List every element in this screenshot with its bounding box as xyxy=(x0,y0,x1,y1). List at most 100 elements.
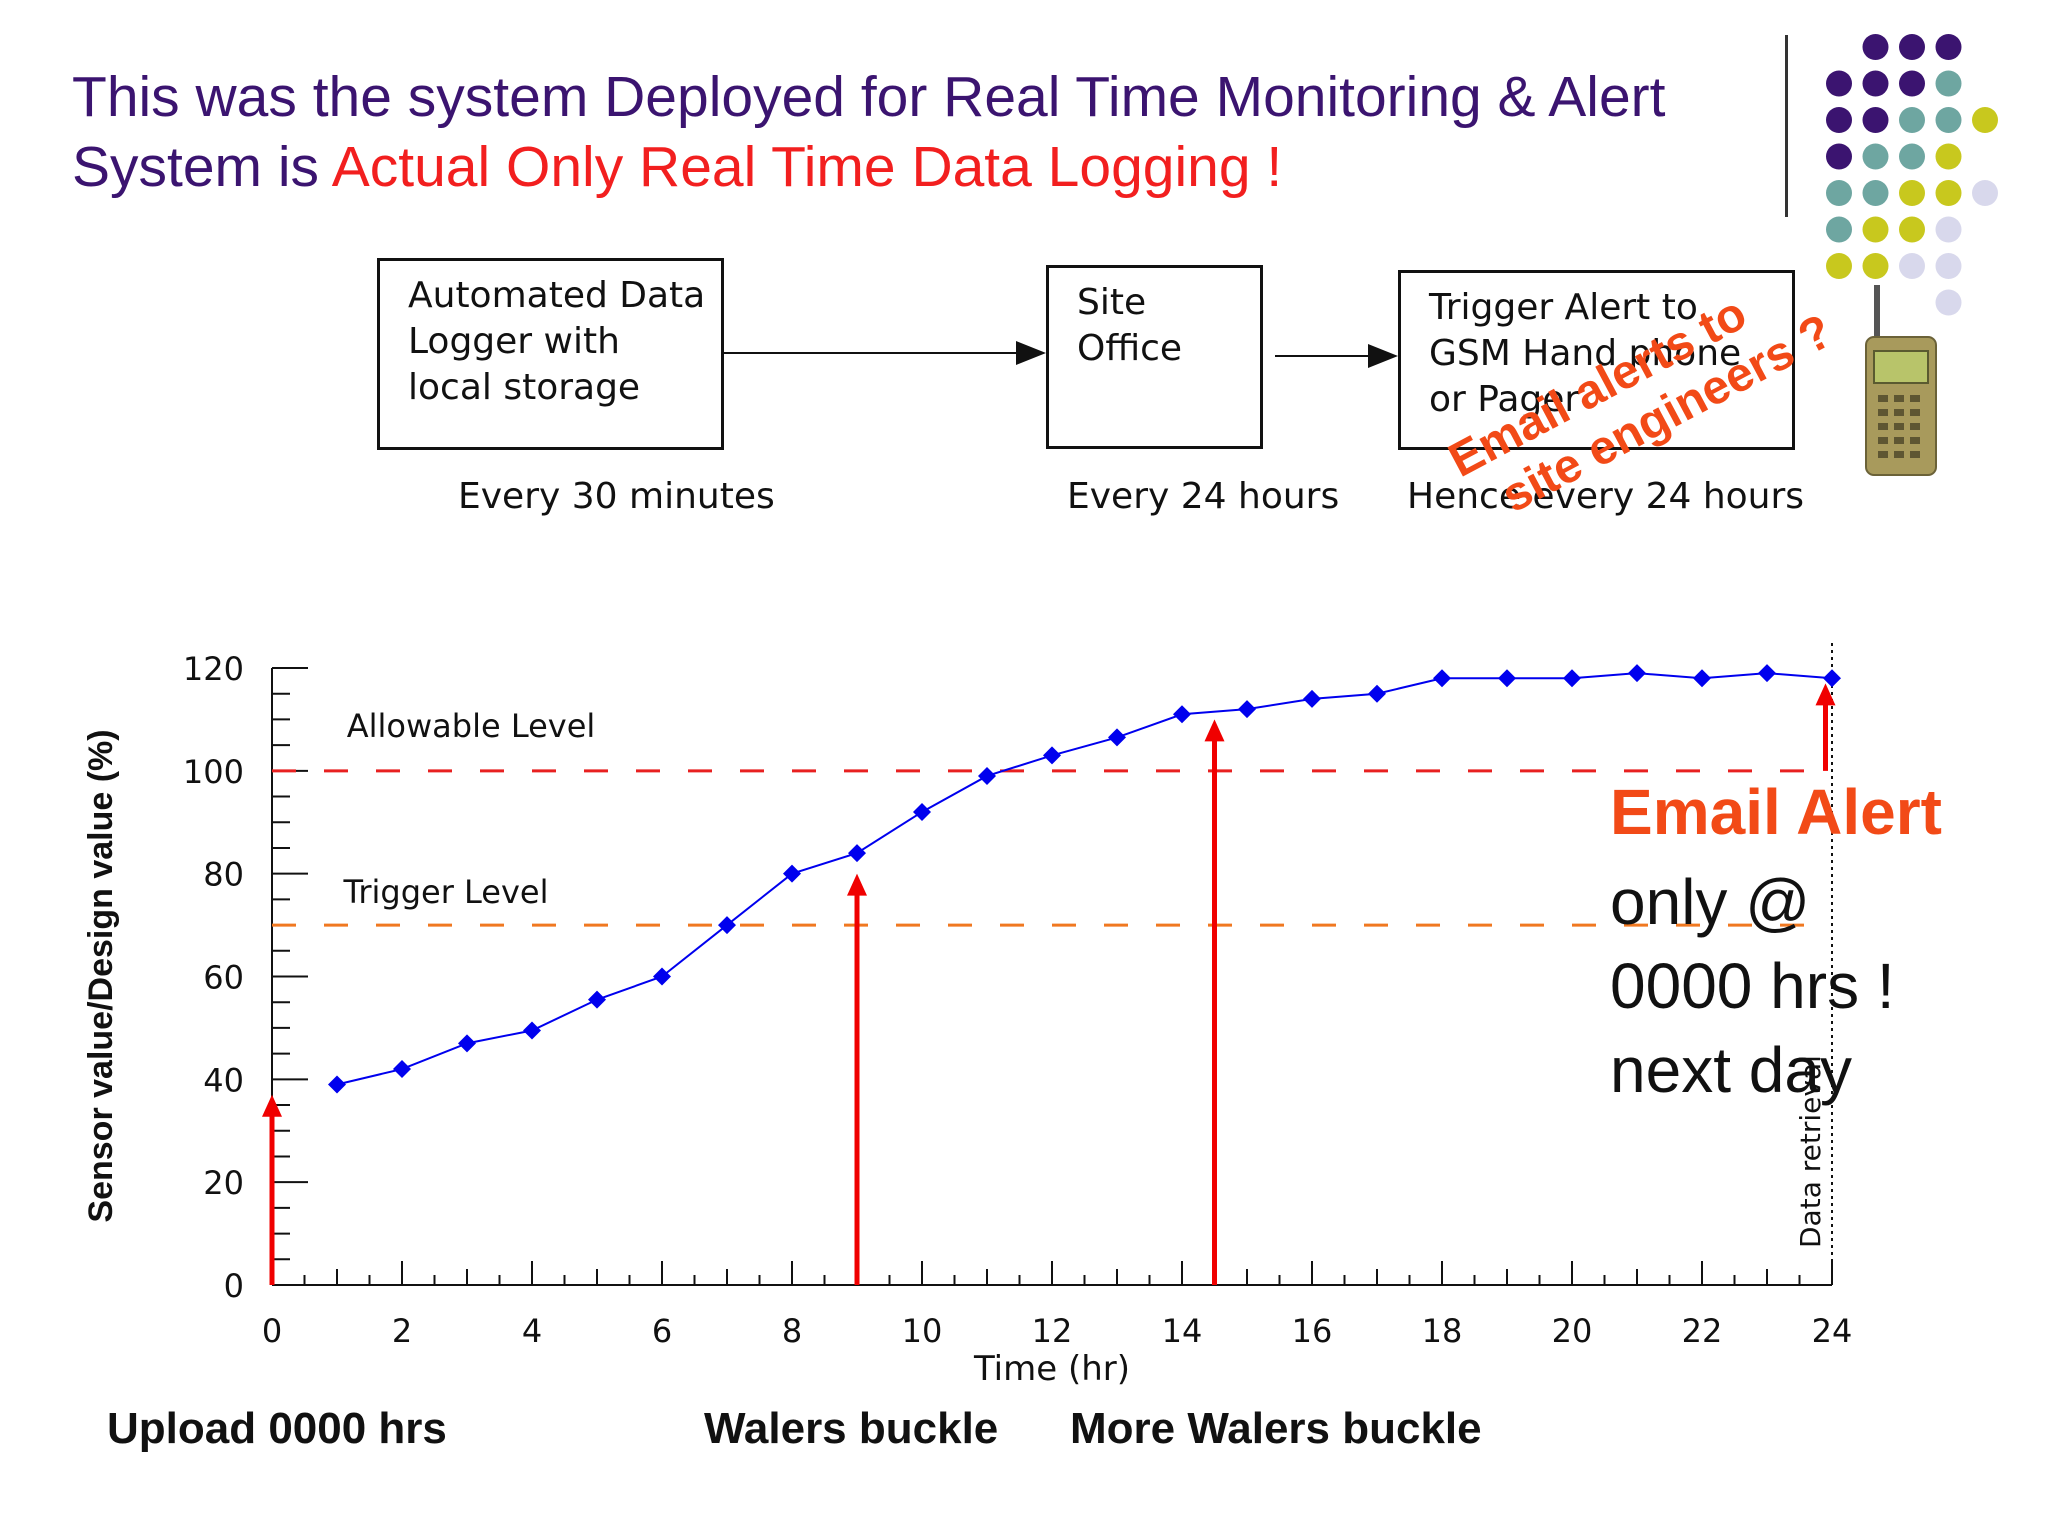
data-point xyxy=(1303,689,1321,708)
decorative-dot xyxy=(1899,253,1925,279)
decorative-dot xyxy=(1935,107,1962,133)
decorative-dot xyxy=(1862,34,1889,60)
y-axis-title: Sensor value/Design value (%) xyxy=(82,729,120,1222)
phone-key xyxy=(1910,423,1920,430)
decorative-dot xyxy=(1862,107,1889,133)
decorative-dot xyxy=(1826,180,1852,206)
y-tick-label: 100 xyxy=(183,753,244,791)
x-tick-label: 4 xyxy=(522,1312,542,1350)
title-highlight: Actual Only Real Time Data Logging ! xyxy=(331,135,1283,199)
x-tick-label: 6 xyxy=(652,1312,672,1350)
caption-every-30-minutes: Every 30 minutes xyxy=(458,476,775,517)
box1-line: Logger with xyxy=(408,321,620,362)
decorative-dot xyxy=(1935,143,1962,170)
phone-key xyxy=(1878,437,1888,444)
data-point xyxy=(1173,705,1191,724)
data-point xyxy=(913,802,931,821)
box2-line: Site xyxy=(1077,282,1147,323)
data-point xyxy=(1628,664,1646,683)
box3-line: Trigger Alert to xyxy=(1429,287,1698,328)
reference-line-label: Trigger Level xyxy=(343,873,549,911)
data-point xyxy=(783,864,801,883)
flow-arrow-head xyxy=(1368,344,1398,368)
box3-line: or Pager xyxy=(1429,379,1580,420)
data-point xyxy=(1758,664,1776,683)
decorative-dot xyxy=(1899,180,1925,206)
label-walers-buckle: Walers buckle xyxy=(704,1404,999,1453)
decorative-dot xyxy=(1899,34,1925,60)
x-tick-label: 2 xyxy=(392,1312,412,1350)
box3-line: GSM Hand phone xyxy=(1429,333,1742,374)
x-tick-label: 14 xyxy=(1162,1312,1203,1350)
label-more-walers-buckle: More Walers buckle xyxy=(1070,1404,1482,1453)
data-point xyxy=(328,1075,346,1094)
decorative-dot xyxy=(1935,180,1962,206)
mobile-phone-icon xyxy=(1865,285,1937,476)
decorative-dot xyxy=(1826,253,1852,279)
data-point xyxy=(978,766,996,785)
decorative-dot xyxy=(1972,107,1998,133)
data-point xyxy=(458,1034,476,1053)
box2-line: Office xyxy=(1077,328,1183,369)
decorative-dot xyxy=(1862,143,1889,170)
red-arrow-head xyxy=(262,1094,282,1117)
caption-hence-every-24-hours: Hence every 24 hours xyxy=(1407,476,1805,517)
x-tick-label: 22 xyxy=(1682,1312,1723,1350)
decorative-dot xyxy=(1935,253,1962,279)
data-point xyxy=(1238,700,1256,719)
email-alert-headline: Email Alert xyxy=(1610,776,1942,848)
label-upload: Upload 0000 hrs xyxy=(107,1404,447,1453)
phone-key xyxy=(1894,437,1904,444)
decorative-dot xyxy=(1862,216,1889,243)
data-point xyxy=(1433,669,1451,688)
phone-key xyxy=(1894,451,1904,458)
email-alert-details: only @ 0000 hrs ! next day xyxy=(1610,860,1895,1112)
box1-line: Automated Data xyxy=(408,275,706,316)
alert-line: 0000 hrs ! xyxy=(1610,950,1895,1022)
red-arrow-head xyxy=(1204,719,1225,742)
x-axis-title: Time (hr) xyxy=(973,1349,1130,1389)
data-point xyxy=(523,1021,541,1040)
phone-key xyxy=(1910,409,1920,416)
decorative-dot xyxy=(1935,216,1962,243)
data-logger-box: Automated Data Logger with local storage xyxy=(377,258,724,450)
decorative-dot xyxy=(1899,143,1925,170)
y-tick-label: 120 xyxy=(183,650,244,688)
title-line-2-prefix: System is xyxy=(72,135,332,199)
trigger-alert-box: Trigger Alert to GSM Hand phone or Pager xyxy=(1398,270,1795,450)
x-tick-label: 0 xyxy=(262,1312,282,1350)
decorative-dot xyxy=(1826,216,1852,243)
decorative-dot xyxy=(1826,107,1852,133)
phone-key xyxy=(1878,395,1888,402)
decorative-dot xyxy=(1972,180,1998,206)
decorative-dot xyxy=(1862,180,1889,206)
data-point xyxy=(1498,669,1516,688)
series-line xyxy=(336,672,1833,1086)
x-tick-label: 8 xyxy=(782,1312,802,1350)
phone-key xyxy=(1878,451,1888,458)
data-point xyxy=(653,967,671,986)
data-point xyxy=(1368,684,1386,703)
decorative-dot xyxy=(1935,34,1962,60)
decorative-dot xyxy=(1899,70,1925,97)
data-point xyxy=(1043,746,1061,765)
title-line-1: This was the system Deployed for Real Ti… xyxy=(72,65,1666,129)
data-retrieval-label: Data retrieval xyxy=(1794,1055,1827,1248)
data-point xyxy=(588,990,606,1009)
y-tick-label: 60 xyxy=(203,959,244,997)
x-tick-label: 18 xyxy=(1422,1312,1463,1350)
decorative-dot xyxy=(1899,107,1925,133)
decorative-dot xyxy=(1862,253,1889,279)
x-tick-label: 20 xyxy=(1552,1312,1593,1350)
slide-title: This was the system Deployed for Real Ti… xyxy=(72,62,1772,202)
box1-line: local storage xyxy=(408,367,641,408)
y-tick-label: 80 xyxy=(203,856,244,894)
data-point xyxy=(1563,669,1581,688)
decorative-dot xyxy=(1935,289,1962,316)
data-point xyxy=(848,844,866,863)
decorative-dot-grid xyxy=(1826,34,1998,316)
site-office-box: Site Office xyxy=(1046,265,1263,449)
y-tick-label: 20 xyxy=(203,1164,244,1202)
x-tick-label: 12 xyxy=(1032,1312,1073,1350)
decorative-dot xyxy=(1826,70,1852,97)
